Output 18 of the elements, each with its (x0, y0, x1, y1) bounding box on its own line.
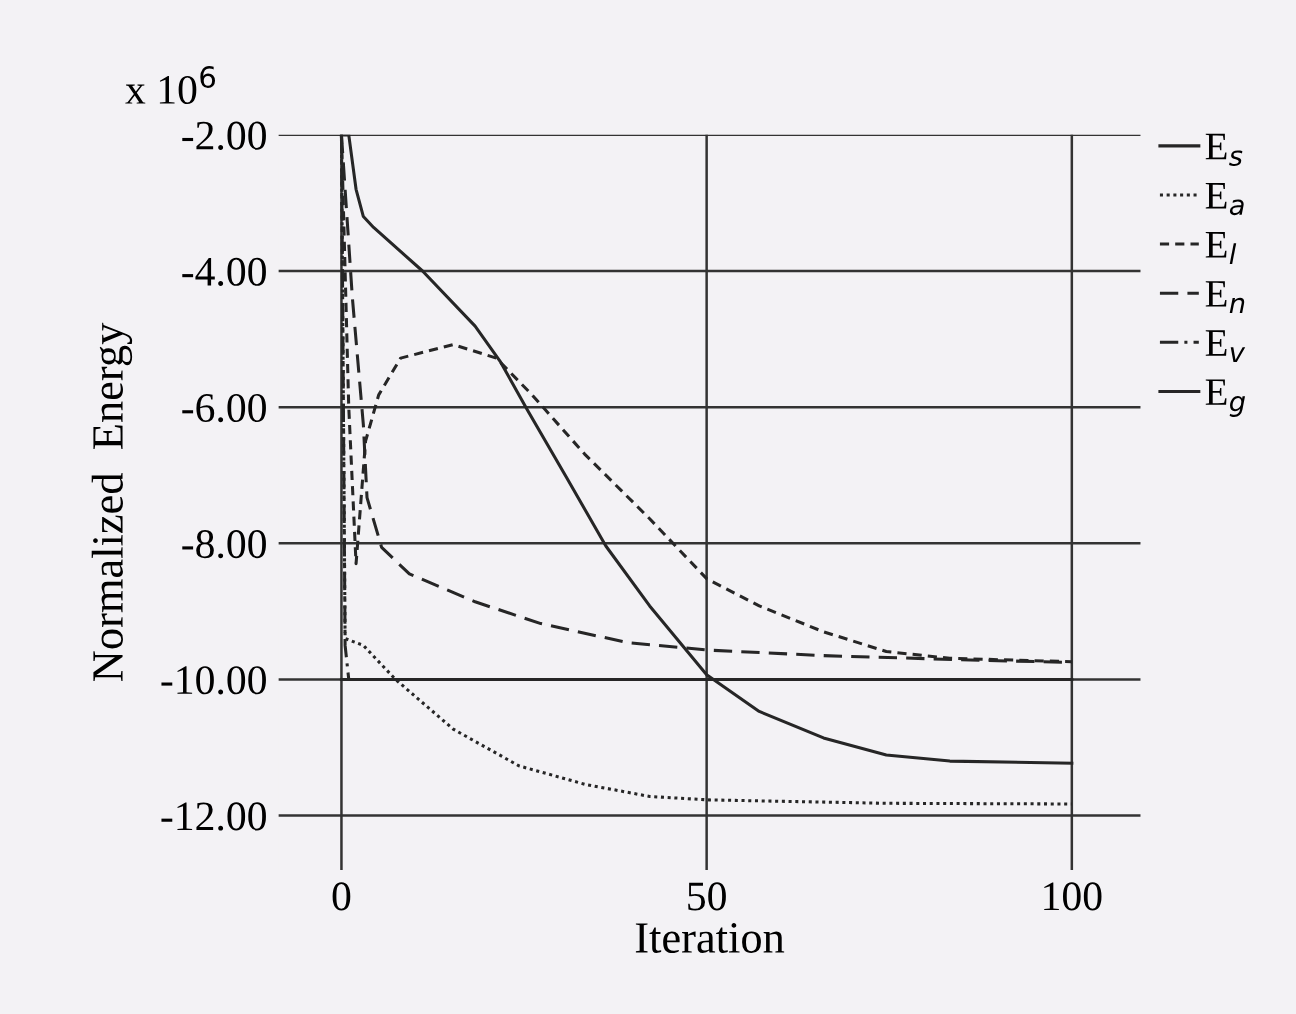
text: x 10$^{6}$ (125, 66, 216, 105)
x-tick-label: 50 (688, 882, 726, 911)
legend-label: E$_{a}$ (1205, 182, 1244, 216)
legend-label: E$_{n}$ (1205, 281, 1245, 313)
x-axis-title: Iteration (635, 923, 785, 953)
y-tick-label: -10.00 (161, 666, 266, 695)
y-tick-label: -4.00 (182, 257, 266, 287)
y-axis-title: Normalized Energy (91, 322, 133, 681)
y-tick-label: -6.00 (182, 393, 266, 423)
y-tick-label: -8.00 (182, 530, 266, 559)
legend-label: E$_{v}$ (1205, 330, 1246, 363)
x-tick-label: 0 (332, 882, 351, 911)
y-tick-label: -12.00 (161, 802, 266, 831)
legend-label: E$_{l}$ (1205, 232, 1237, 264)
y-tick-label: -2.00 (182, 121, 266, 150)
legend-label: E$_{s}$ (1205, 133, 1243, 167)
legend-label: E$_{g}$ (1205, 379, 1245, 417)
x-tick-label: 100 (1044, 882, 1102, 911)
